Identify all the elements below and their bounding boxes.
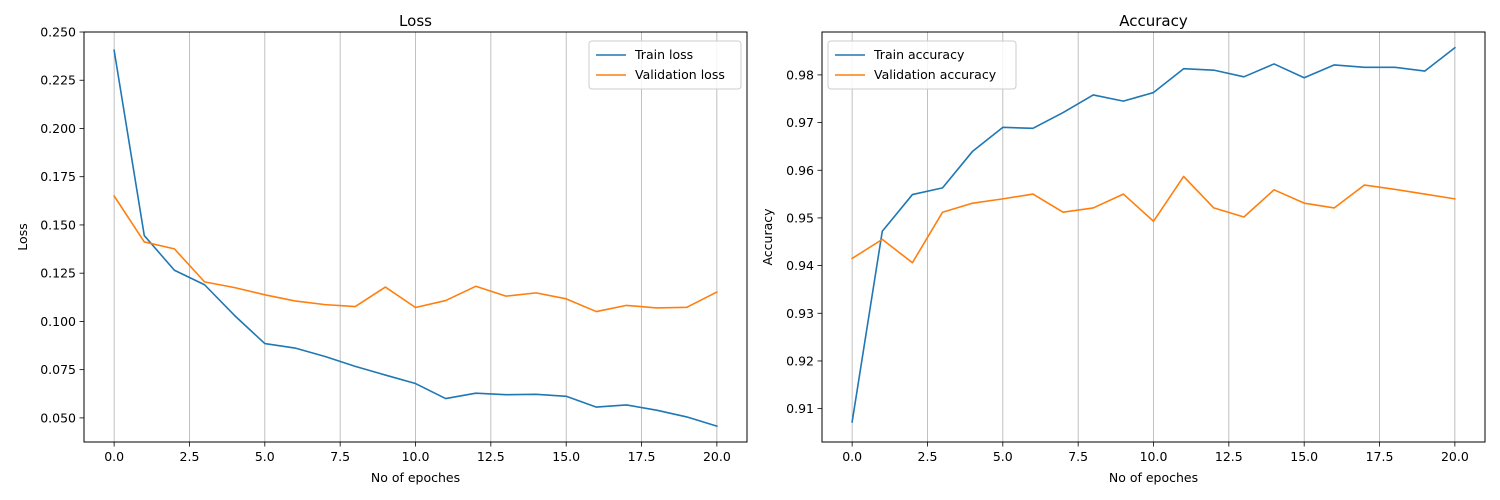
loss-x-tick-label: 0.0 — [104, 449, 124, 464]
loss-series-line-train — [113, 49, 718, 428]
accuracy-y-tick-label: 0.96 — [786, 163, 814, 178]
accuracy-x-tick-label: 10.0 — [1140, 449, 1168, 464]
loss-legend-label-train: Train loss — [634, 47, 693, 62]
loss-y-tick-label: 0.100 — [40, 314, 76, 329]
loss-chart-title: Loss — [399, 12, 432, 30]
accuracy-legend-label-validation: Validation accuracy — [874, 67, 997, 82]
loss-y-ticks: 0.050 0.075 0.100 0.125 0.150 0.175 0.200 0.225… — [40, 25, 84, 425]
loss-y-tick-label: 0.250 — [40, 25, 76, 40]
loss-y-tick-label: 0.075 — [40, 362, 76, 377]
loss-x-tick-label: 17.5 — [628, 449, 656, 464]
accuracy-x-tick-label: 20.0 — [1441, 449, 1469, 464]
accuracy-x-tick-label: 17.5 — [1366, 449, 1394, 464]
accuracy-x-axis-label: No of epoches — [1109, 470, 1198, 485]
loss-x-tick-label: 10.0 — [402, 449, 430, 464]
loss-x-tick-label: 20.0 — [703, 449, 731, 464]
accuracy-series-line-validation — [851, 175, 1456, 264]
loss-series — [113, 49, 718, 428]
loss-x-tick-label: 15.0 — [552, 449, 580, 464]
accuracy-x-tick-label: 15.0 — [1290, 449, 1318, 464]
loss-x-tick-label: 12.5 — [477, 449, 505, 464]
accuracy-y-tick-label: 0.97 — [786, 115, 814, 130]
loss-grid — [113, 32, 718, 442]
accuracy-y-tick-label: 0.92 — [786, 353, 814, 368]
loss-y-tick-label: 0.150 — [40, 217, 76, 232]
accuracy-legend-label-train: Train accuracy — [873, 47, 965, 62]
loss-x-axis-label: No of epoches — [371, 470, 460, 485]
accuracy-x-tick-label: 0.0 — [842, 449, 862, 464]
accuracy-series — [851, 46, 1456, 423]
loss-series-line-validation — [113, 194, 718, 313]
accuracy-chart: Accuracy 0.0 2.5 5.0 7.5 10.0 12.5 15.0 17.5 20.… — [760, 12, 1486, 485]
accuracy-y-tick-label: 0.98 — [786, 67, 814, 82]
accuracy-y-tick-label: 0.91 — [786, 401, 814, 416]
accuracy-y-ticks: 0.91 0.92 0.93 0.94 0.95 0.96 0.97 0.98 — [786, 67, 822, 416]
loss-x-tick-label: 2.5 — [180, 449, 200, 464]
accuracy-x-tick-label: 12.5 — [1215, 449, 1243, 464]
accuracy-legend: Train accuracy Validation accuracy — [827, 40, 1017, 90]
accuracy-y-tick-label: 0.95 — [786, 210, 814, 225]
loss-legend-label-validation: Validation loss — [635, 67, 725, 82]
accuracy-y-axis-label: Accuracy — [760, 208, 775, 266]
loss-y-tick-label: 0.050 — [40, 410, 76, 425]
accuracy-chart-title: Accuracy — [1119, 12, 1188, 30]
accuracy-y-tick-label: 0.93 — [786, 306, 814, 321]
loss-x-tick-label: 7.5 — [330, 449, 350, 464]
loss-y-tick-label: 0.125 — [40, 266, 76, 281]
accuracy-y-tick-label: 0.94 — [786, 258, 814, 273]
accuracy-x-tick-label: 5.0 — [993, 449, 1013, 464]
accuracy-series-line-train — [851, 46, 1456, 423]
loss-y-tick-label: 0.225 — [40, 73, 76, 88]
loss-x-tick-label: 5.0 — [255, 449, 275, 464]
loss-y-tick-label: 0.200 — [40, 121, 76, 136]
accuracy-legend-box — [827, 40, 1017, 90]
loss-legend: Train loss Validation loss — [588, 40, 742, 90]
accuracy-x-ticks: 0.0 2.5 5.0 7.5 10.0 12.5 15.0 17.5 20.0 — [842, 442, 1469, 464]
loss-y-tick-label: 0.175 — [40, 169, 76, 184]
accuracy-x-tick-label: 7.5 — [1068, 449, 1088, 464]
loss-x-ticks: 0.0 2.5 5.0 7.5 10.0 12.5 15.0 17.5 20.0 — [104, 442, 731, 464]
accuracy-x-tick-label: 2.5 — [918, 449, 938, 464]
loss-y-axis-label: Loss — [15, 223, 30, 250]
loss-chart: Loss 0.0 2.5 5.0 7.5 10.0 12.5 15.0 17.5 20.0 0.… — [15, 12, 748, 485]
loss-legend-box — [588, 40, 742, 90]
